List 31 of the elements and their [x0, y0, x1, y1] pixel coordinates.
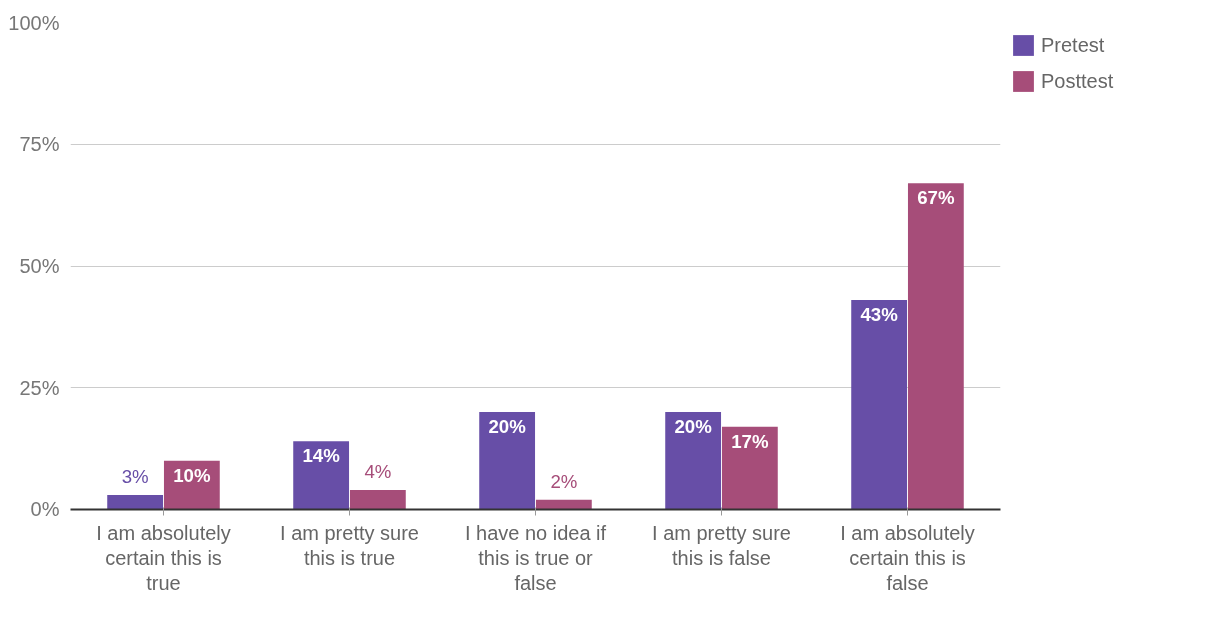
- data-label: 43%: [860, 304, 899, 326]
- bar: [479, 412, 536, 510]
- y-tick-label: 100%: [8, 11, 60, 34]
- data-label: 20%: [488, 416, 527, 438]
- bar: [907, 183, 964, 510]
- x-tick-label: I have no idea if this is true or false: [464, 521, 607, 594]
- data-label: 20%: [674, 416, 713, 438]
- legend-label: Posttest: [1041, 69, 1114, 93]
- data-label: 17%: [731, 430, 769, 452]
- y-tick-label: 25%: [19, 376, 60, 399]
- x-tick-label: I am pretty sure this is true: [280, 521, 419, 569]
- y-tick-label: 50%: [19, 255, 60, 277]
- bar: [665, 412, 722, 510]
- bar: [535, 499, 592, 510]
- x-tick-label: I am absolutely certain this is true: [96, 521, 231, 594]
- data-label: 10%: [173, 464, 211, 486]
- data-label: 14%: [302, 445, 341, 467]
- y-tick-label: 0%: [30, 497, 60, 520]
- x-tick-label: I am pretty sure this is false: [652, 521, 791, 569]
- legend-label: Pretest: [1041, 33, 1105, 57]
- y-tick-label: 75%: [19, 133, 60, 156]
- bar: [721, 426, 778, 510]
- data-label: 3%: [121, 465, 149, 487]
- bar: [293, 441, 350, 510]
- data-label: 2%: [550, 470, 578, 492]
- data-label: 4%: [364, 461, 392, 483]
- bar: [107, 494, 164, 510]
- data-label: 67%: [917, 187, 955, 209]
- bar: [851, 300, 908, 510]
- bar: [349, 490, 406, 510]
- x-tick-label: I am absolutely certain this is false: [840, 521, 975, 594]
